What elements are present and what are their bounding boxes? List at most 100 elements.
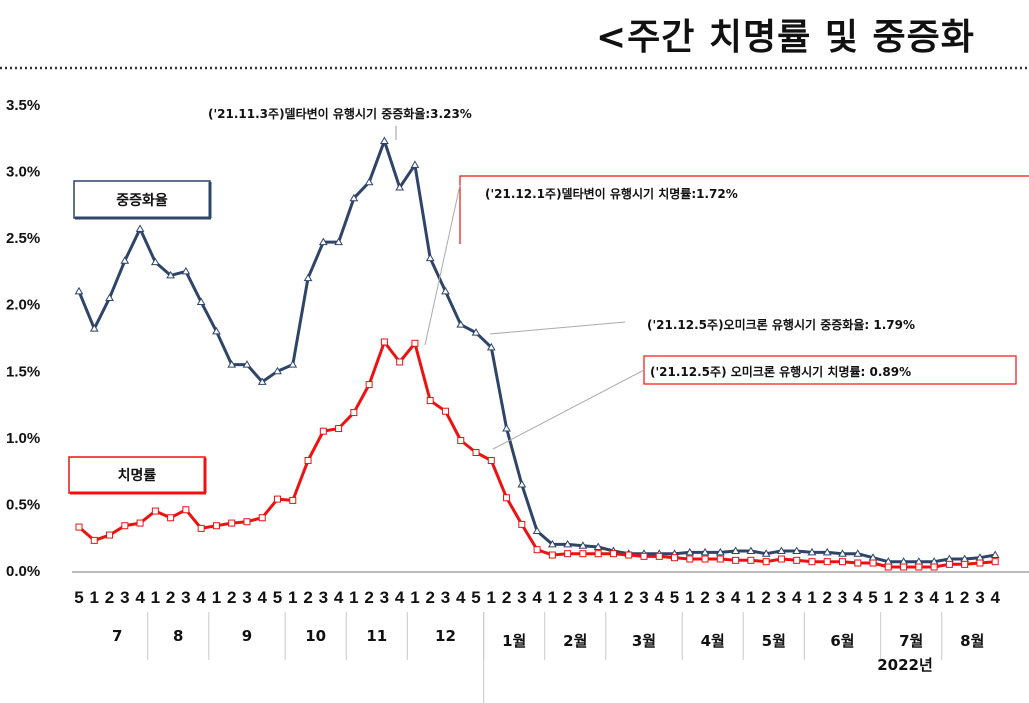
severity-rate-point: [563, 539, 573, 548]
month-label: 12: [435, 627, 456, 645]
fatality-rate-point: [548, 551, 556, 559]
week-tick-label: 4: [731, 588, 741, 607]
week-tick-label: 3: [639, 588, 648, 607]
severity-rate-point: [150, 257, 160, 266]
week-tick-label: 4: [258, 588, 268, 607]
fatality-rate-point: [274, 495, 282, 503]
month-label: 6월: [830, 632, 854, 650]
severity-rate-point: [486, 342, 496, 351]
week-tick-label: 1: [212, 588, 221, 607]
fatality-rate-point: [533, 546, 541, 554]
fatality-rate-point: [197, 524, 205, 532]
week-tick-label: 3: [517, 588, 526, 607]
week-tick-label: 3: [578, 588, 587, 607]
y-tick-label: 1.0%: [6, 430, 40, 447]
week-tick-label: 2: [425, 588, 434, 607]
week-tick-label: 2: [166, 588, 175, 607]
week-tick-label: 1: [884, 588, 893, 607]
week-tick-label: 1: [288, 588, 297, 607]
severity-rate-point: [318, 237, 328, 246]
annotation-box: [459, 175, 1029, 244]
fatality-rate-point: [961, 560, 969, 568]
severity-rate-point: [700, 547, 710, 556]
week-tick-label: 4: [456, 588, 466, 607]
fatality-rate-point: [839, 558, 846, 566]
week-tick-label: 3: [975, 588, 984, 607]
severity-rate-point: [715, 547, 725, 556]
fatality-rate-point: [945, 560, 953, 568]
week-tick-label: 2: [364, 588, 373, 607]
week-tick-label: 1: [548, 588, 557, 607]
week-tick-label: 5: [868, 588, 877, 607]
severity-rate-point: [578, 541, 588, 549]
severity-rate-point: [288, 360, 298, 368]
y-tick-label: 0.5%: [6, 496, 40, 513]
fatality-rate-point: [884, 563, 892, 571]
severity-rate-point: [196, 297, 206, 306]
week-tick-label: 2: [227, 588, 236, 607]
annotation-severity-peak: ('21.11.3주)델타변이 유행시기 중증화율:3.23%: [208, 106, 472, 121]
severity-rate-point: [273, 366, 282, 375]
month-label: 4월: [701, 632, 725, 650]
severity-rate-point: [364, 177, 374, 186]
week-tick-label: 1: [349, 588, 358, 607]
fatality-rate-point: [90, 536, 98, 544]
week-tick-label: 1: [609, 588, 618, 607]
severity-rate-point: [212, 326, 221, 335]
month-label: 11: [366, 627, 387, 645]
week-tick-label: 4: [929, 588, 939, 607]
fatality-rate-point: [518, 520, 526, 528]
month-label: 5월: [762, 632, 786, 650]
fatality-rate-point: [732, 556, 740, 564]
fatality-rate-point: [396, 358, 404, 366]
fatality-rate-point: [106, 531, 114, 539]
fatality-rate-point: [426, 397, 434, 405]
y-tick-label: 0.0%: [6, 563, 40, 580]
severity-rate-point: [456, 320, 466, 328]
week-tick-label: 5: [273, 588, 282, 607]
month-label: 1월: [502, 632, 526, 650]
severity-rate-point: [181, 266, 191, 275]
fatality-rate-point: [380, 338, 388, 346]
severity-rate-point: [792, 546, 802, 555]
month-label: 8월: [960, 632, 984, 650]
page-title: <주간 치명률 및 중증화: [596, 17, 975, 58]
fatality-rate-point: [304, 456, 312, 464]
week-tick-label: 4: [655, 588, 665, 607]
week-tick-label: 4: [532, 588, 542, 607]
fatality-rate-point: [365, 381, 373, 389]
fatality-rate-point: [930, 563, 938, 571]
fatality-rate-point: [655, 552, 663, 560]
week-tick-label: 4: [792, 588, 802, 607]
week-tick-label: 4: [196, 588, 206, 607]
severity-rate-point: [380, 136, 389, 144]
severity-rate-point: [502, 424, 511, 432]
week-tick-label: 3: [181, 588, 190, 607]
severity-rate-point: [593, 542, 603, 551]
week-tick-label: 2: [822, 588, 831, 607]
fatality-rate-point: [121, 522, 129, 530]
fatality-rate-point: [594, 550, 602, 558]
week-tick-label: 1: [151, 588, 160, 607]
severity-rate-point: [303, 273, 313, 282]
month-label: 7월: [899, 632, 923, 650]
severity-rate-point: [89, 324, 99, 332]
fatality-rate-point: [289, 496, 297, 504]
week-tick-label: 4: [395, 588, 405, 607]
month-label: 8: [173, 627, 183, 645]
y-tick-label: 2.0%: [6, 297, 40, 314]
severity-rate-point: [135, 224, 145, 232]
month-label: 9: [242, 627, 252, 645]
fatality-rate-point: [869, 559, 877, 567]
fatality-rate-point: [854, 559, 862, 567]
week-tick-label: 3: [242, 588, 251, 607]
y-tick-label: 3.5%: [6, 97, 40, 114]
fatality-rate-point: [212, 522, 220, 530]
severity-rate-point: [166, 270, 175, 279]
fatality-rate-point: [625, 551, 633, 559]
fatality-rate-point: [671, 554, 679, 562]
week-tick-label: 3: [380, 588, 389, 607]
week-tick-label: 4: [990, 588, 1000, 607]
severity-rate-point: [441, 286, 450, 295]
